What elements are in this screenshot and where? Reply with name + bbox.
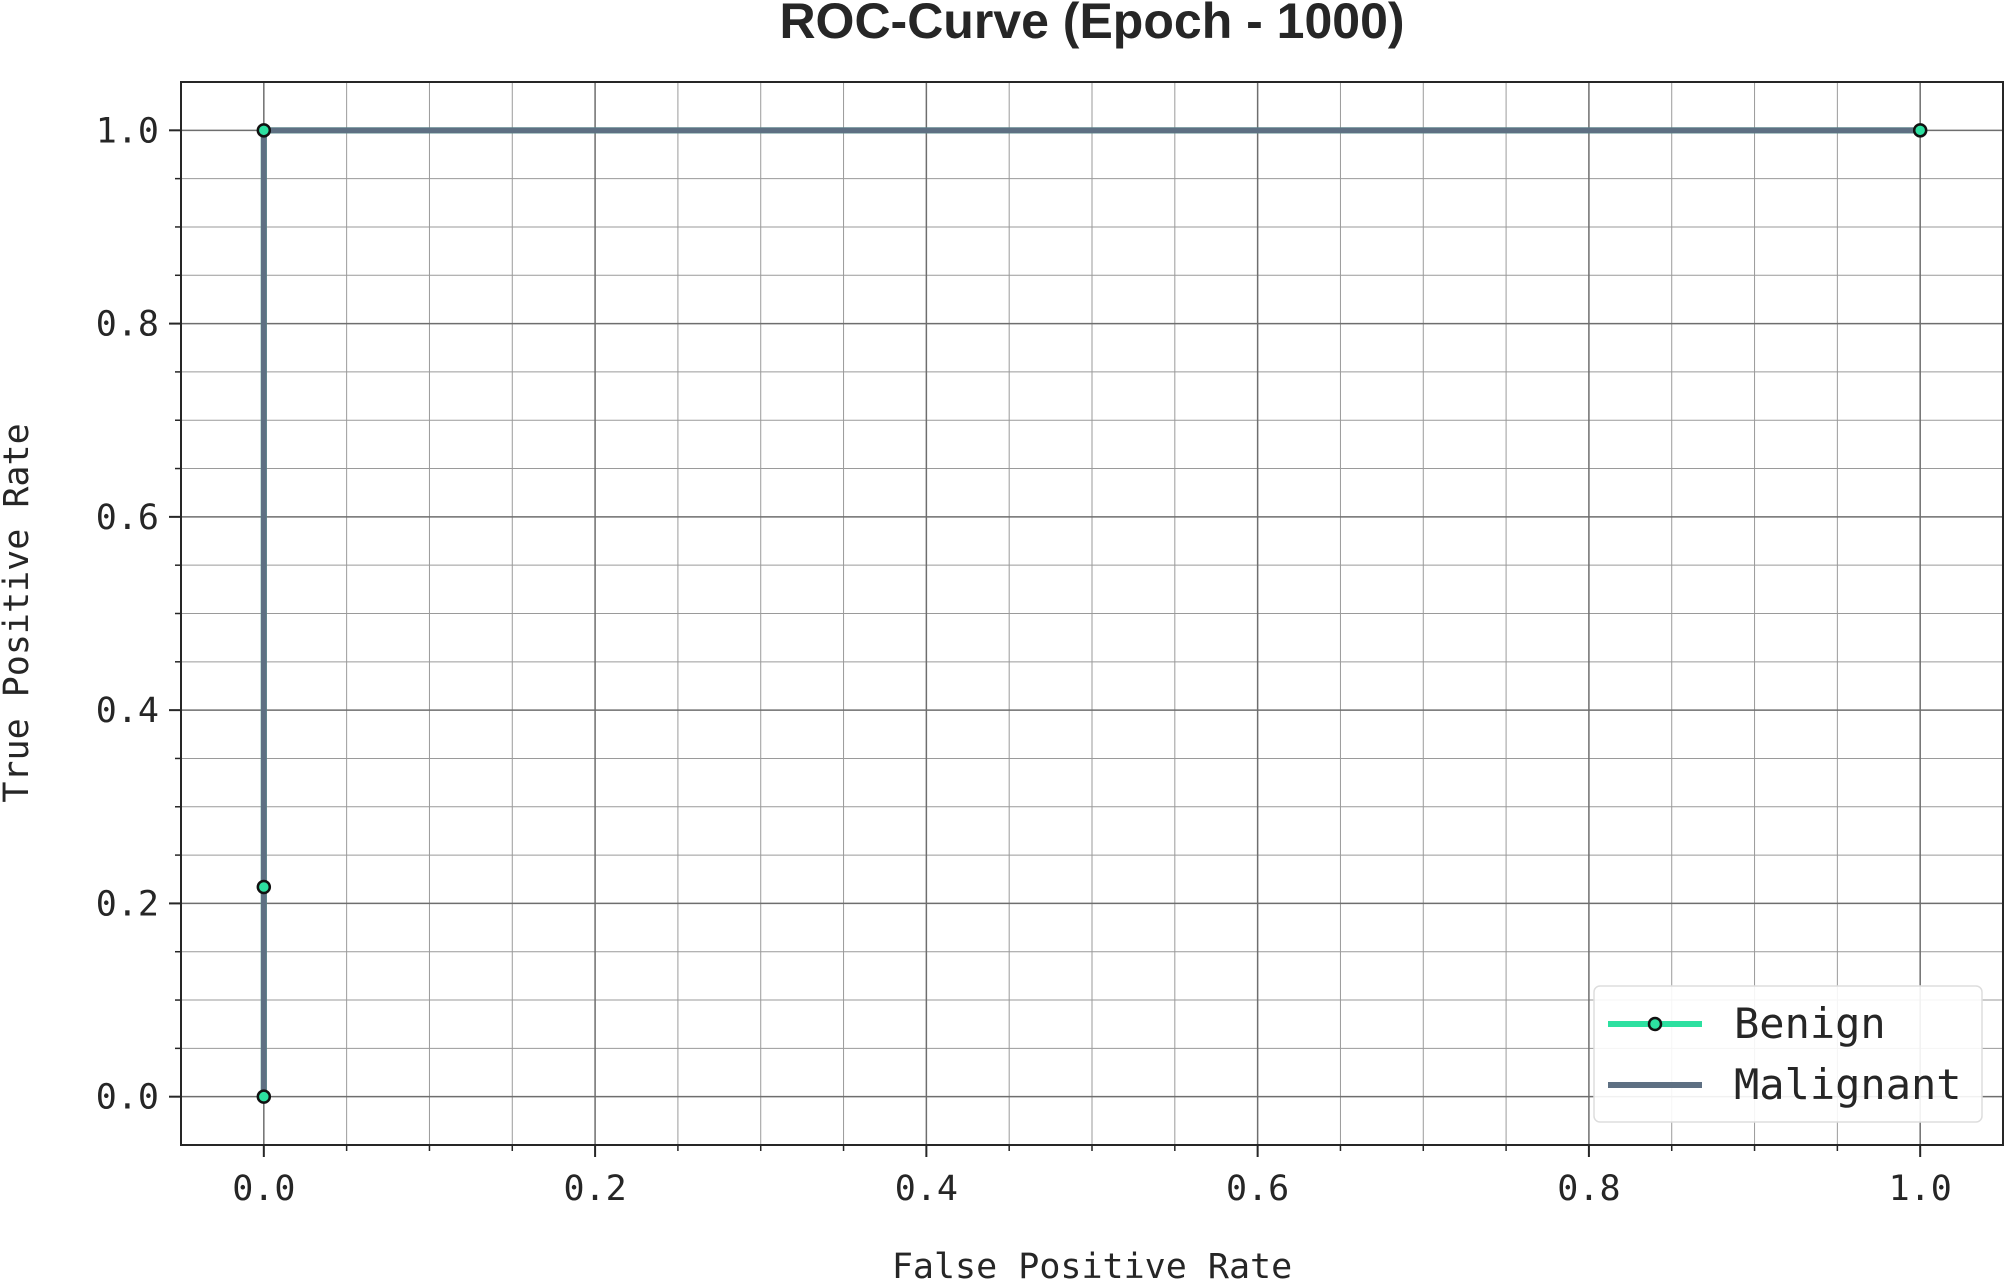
y-tick-label: 0.4 — [96, 691, 159, 731]
legend-benign-marker — [1647, 1016, 1663, 1032]
legend-malignant-label: Malignant — [1734, 1060, 1962, 1109]
y-tick-labels: 0.0 0.2 0.4 0.6 0.8 1.0 — [96, 111, 159, 1117]
y-tick-label: 0.2 — [96, 884, 159, 924]
x-tick-label: 1.0 — [1889, 1169, 1952, 1209]
y-tick-label: 1.0 — [96, 111, 159, 151]
x-tick-label: 0.6 — [1226, 1169, 1289, 1209]
x-tick-label: 0.0 — [232, 1169, 295, 1209]
x-tick-label: 0.8 — [1557, 1169, 1620, 1209]
x-tick-labels: 0.0 0.2 0.4 0.6 0.8 1.0 — [232, 1169, 1952, 1209]
data-point-benign — [256, 879, 272, 895]
series-layer — [256, 123, 1928, 1104]
minor-gridlines — [181, 82, 2003, 1145]
y-axis-label: True Positive Rate — [0, 423, 37, 802]
y-tick-label: 0.8 — [96, 305, 159, 345]
y-tick-label: 0.0 — [96, 1078, 159, 1118]
x-tick-label: 0.2 — [563, 1169, 626, 1209]
x-axis-label: False Positive Rate — [892, 1247, 1292, 1280]
axis-ticks — [169, 129, 1922, 1157]
legend: Benign Malignant — [1593, 985, 1983, 1123]
legend-benign-label: Benign — [1734, 999, 1886, 1048]
data-point-benign — [256, 123, 272, 138]
data-point-benign — [1912, 123, 1928, 138]
x-tick-label: 0.4 — [895, 1169, 958, 1209]
chart-title: ROC-Curve (Epoch - 1000) — [779, 0, 1404, 49]
data-point-benign — [256, 1089, 272, 1104]
y-tick-label: 0.6 — [96, 498, 159, 538]
series-line-malignant — [260, 127, 1921, 1097]
